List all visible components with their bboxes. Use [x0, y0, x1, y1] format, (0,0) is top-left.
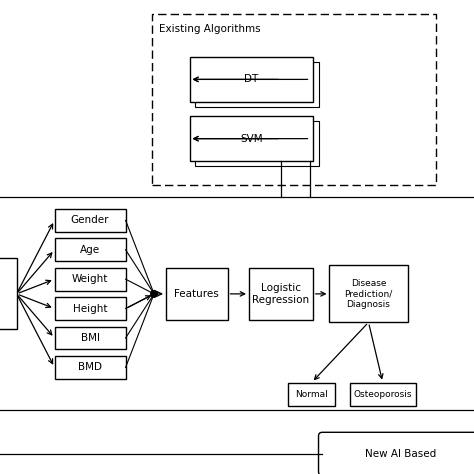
Bar: [152, 14, 436, 185]
Bar: [249, 268, 313, 320]
Text: SVM: SVM: [240, 134, 263, 144]
Text: Height: Height: [73, 303, 107, 314]
Text: Disease
Prediction/
Diagnosis: Disease Prediction/ Diagnosis: [345, 279, 392, 309]
Bar: [55, 209, 126, 232]
Text: Features: Features: [174, 289, 219, 299]
Bar: [195, 62, 319, 107]
Text: Osteoporosis: Osteoporosis: [354, 390, 412, 399]
Bar: [55, 268, 126, 291]
Text: Gender: Gender: [71, 215, 109, 226]
Circle shape: [151, 291, 157, 297]
Text: Normal: Normal: [295, 390, 328, 399]
Text: BMI: BMI: [81, 333, 100, 343]
Text: DT: DT: [244, 74, 258, 84]
Bar: [288, 383, 336, 406]
Bar: [55, 297, 126, 320]
Text: Existing Algorithms: Existing Algorithms: [159, 24, 260, 34]
Text: Weight: Weight: [72, 274, 108, 284]
Text: New AI Based: New AI Based: [365, 449, 436, 459]
Bar: [349, 383, 416, 406]
Text: Logistic
Regression: Logistic Regression: [252, 283, 310, 305]
Text: BMD: BMD: [78, 362, 102, 373]
Bar: [190, 116, 313, 161]
Bar: [0, 258, 17, 329]
Bar: [166, 268, 228, 320]
Bar: [55, 327, 126, 349]
Bar: [329, 265, 408, 322]
Text: Age: Age: [80, 245, 100, 255]
Bar: [190, 57, 313, 102]
FancyBboxPatch shape: [319, 432, 474, 474]
Bar: [195, 121, 319, 166]
Bar: [55, 356, 126, 379]
Bar: [55, 238, 126, 261]
